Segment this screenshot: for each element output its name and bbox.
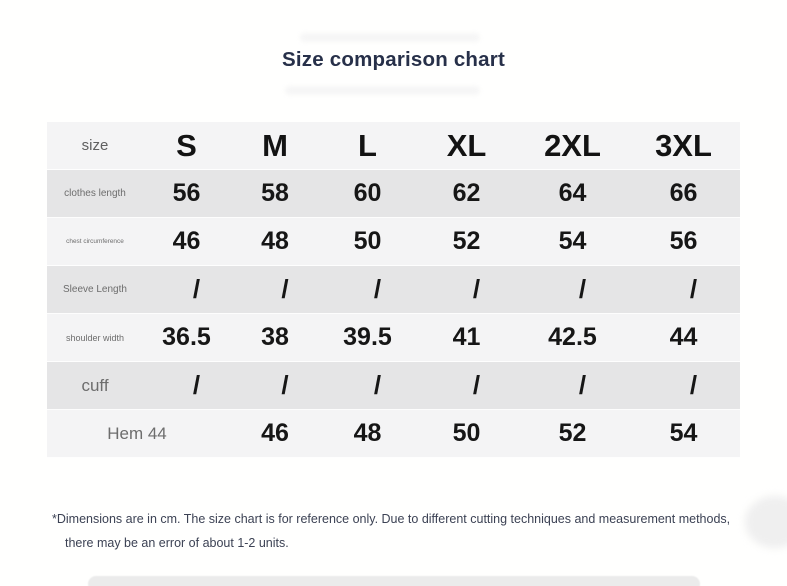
cell-hem-3xl: 54 <box>669 419 698 447</box>
cell-sleeve-s: / <box>192 274 201 304</box>
table-row-shoulder-width: shoulder width 36.5 38 39.5 41 42.5 44 <box>47 314 740 362</box>
cell-chest-3xl: 56 <box>669 227 698 255</box>
header-col-xl: XL <box>446 127 487 163</box>
row-label-shoulder-width: shoulder width <box>65 332 125 343</box>
footnote-line-1: *Dimensions are in cm. The size chart is… <box>52 512 731 526</box>
row-label-cuff: cuff <box>81 375 109 395</box>
table-row-clothes-length: clothes length 56 58 60 62 64 66 <box>47 170 740 218</box>
header-col-l: L <box>358 127 377 163</box>
cell-sleeve-l: / <box>373 274 382 304</box>
cell-clothes-length-m: 58 <box>261 179 289 207</box>
cell-cuff-3xl: / <box>689 370 698 400</box>
table-header-row: size S M L XL 2XL 3XL <box>47 122 740 170</box>
cell-sleeve-xl: / <box>472 274 481 304</box>
background-artifact <box>88 576 700 586</box>
size-comparison-table: size S M L XL 2XL 3XL clothes length 56 … <box>47 122 740 458</box>
page-title: Size comparison chart <box>282 48 505 71</box>
cell-hem-m: 46 <box>261 419 289 447</box>
cell-shoulder-2xl: 42.5 <box>548 323 597 351</box>
background-artifact <box>285 86 480 95</box>
cell-cuff-s: / <box>192 370 201 400</box>
cell-cuff-m: / <box>281 370 289 400</box>
cell-cuff-xl: / <box>472 370 481 400</box>
table-row-sleeve-length: Sleeve Length / / / / / / <box>47 266 740 314</box>
cell-shoulder-3xl: 44 <box>669 323 698 351</box>
table-row-cuff: cuff / / / / / / <box>47 362 740 410</box>
cell-chest-l: 50 <box>353 227 382 255</box>
cell-chest-m: 48 <box>261 227 289 255</box>
cell-clothes-length-xl: 62 <box>452 179 481 207</box>
cell-chest-s: 46 <box>172 227 201 255</box>
cell-hem-xl: 50 <box>452 419 481 447</box>
row-label-chest-circumference: chest circumference <box>66 238 124 245</box>
cell-clothes-length-l: 60 <box>353 179 382 207</box>
table-row-chest-circumference: chest circumference 46 48 50 52 54 56 <box>47 218 740 266</box>
cell-cuff-2xl: / <box>578 370 587 400</box>
table-row-hem: Hem 44 46 48 50 52 54 <box>47 410 740 458</box>
cell-sleeve-2xl: / <box>578 274 587 304</box>
footnote-line-2: there may be an error of about 1-2 units… <box>65 536 289 550</box>
cell-shoulder-l: 39.5 <box>343 323 392 351</box>
cell-clothes-length-2xl: 64 <box>558 179 587 207</box>
cell-chest-xl: 52 <box>452 227 481 255</box>
header-col-s: S <box>176 127 197 163</box>
cell-sleeve-m: / <box>281 274 289 304</box>
header-size-label: size <box>81 137 109 154</box>
cell-shoulder-m: 38 <box>261 323 289 351</box>
cell-cuff-l: / <box>373 370 382 400</box>
row-label-clothes-length: clothes length <box>64 188 126 199</box>
background-artifact <box>745 496 787 548</box>
cell-sleeve-3xl: / <box>689 274 698 304</box>
header-col-2xl: 2XL <box>544 127 601 163</box>
cell-shoulder-s: 36.5 <box>162 323 211 351</box>
cell-clothes-length-3xl: 66 <box>669 179 698 207</box>
cell-shoulder-xl: 41 <box>452 323 481 351</box>
row-label-hem: Hem 44 <box>107 423 167 443</box>
dimensions-footnote: *Dimensions are in cm. The size chart is… <box>52 507 730 555</box>
cell-chest-2xl: 54 <box>558 227 587 255</box>
background-artifact <box>300 33 480 42</box>
cell-hem-l: 48 <box>353 419 382 447</box>
header-col-m: M <box>262 127 288 163</box>
cell-clothes-length-s: 56 <box>172 179 201 207</box>
row-label-sleeve-length: Sleeve Length <box>63 284 127 295</box>
header-col-3xl: 3XL <box>655 127 712 163</box>
cell-hem-2xl: 52 <box>558 419 587 447</box>
